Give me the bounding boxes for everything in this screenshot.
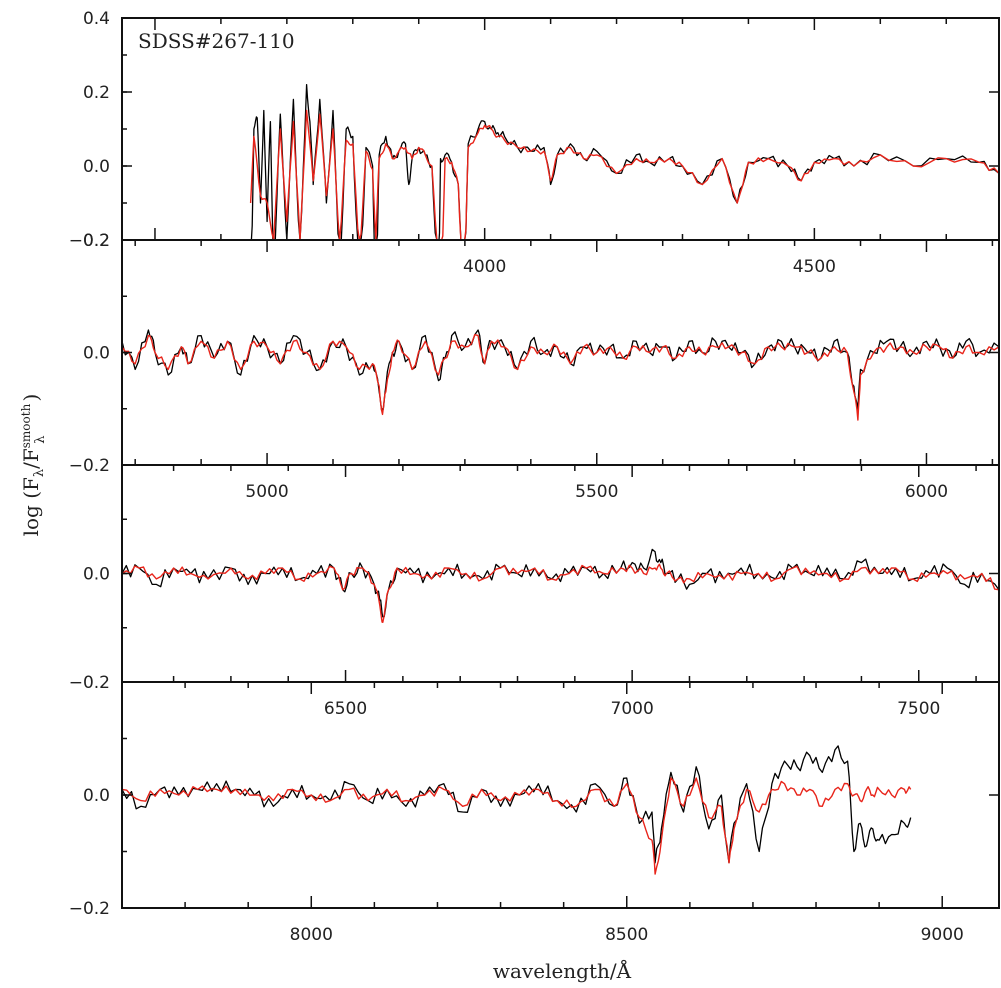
x-tick-label: 4500 (793, 257, 836, 277)
x-tick-label: 9000 (921, 925, 964, 945)
panels-group: 0.4 0.2 0.0 −0.2 4000 4500 0.2 0.0 −0.2 5000 5500 6… (69, 9, 1000, 945)
panel-series-group (122, 548, 999, 623)
panel-2: 0.2 0.0 −0.2 5000 5500 6000 (69, 231, 1000, 502)
spectrum-line-observed (250, 83, 999, 240)
y-tick-label: 0.2 (83, 231, 110, 251)
y-tick-label: 0.4 (83, 9, 110, 29)
y-axis-title-sub2: λ (33, 435, 48, 443)
y-tick-label: 0.0 (83, 565, 110, 585)
x-tick-label: 5000 (245, 482, 288, 502)
y-tick-label: −0.2 (69, 673, 110, 693)
spectrum-line-model (249, 109, 999, 240)
y-axis-title-ratio: /F (19, 448, 43, 469)
spectrum-line-model (122, 333, 999, 421)
x-tick-label: 7500 (897, 699, 940, 719)
panel-4: 0.0 −0.2 8000 8500 9000 (69, 681, 1000, 945)
x-tick-label: 8500 (605, 925, 648, 945)
spectrum-line-model (122, 777, 912, 875)
y-axis-title-sup: smooth (19, 403, 33, 448)
x-tick-label: 8000 (290, 925, 333, 945)
spectrum-line-observed (122, 745, 912, 864)
y-tick-label: 0.0 (83, 786, 110, 806)
y-tick-label: −0.2 (69, 456, 110, 476)
y-axis-title-close: ) (19, 394, 43, 402)
y-axis-title-sub: λ (32, 469, 47, 477)
object-annotation: SDSS#267-110 (138, 29, 295, 53)
x-tick-label: 5500 (575, 482, 618, 502)
x-axis-title: wavelength/Å (493, 958, 632, 983)
y-tick-label: 0.2 (83, 83, 110, 103)
panel-series-group (249, 83, 999, 240)
y-tick-label: −0.2 (69, 899, 110, 919)
x-tick-label: 4000 (463, 257, 506, 277)
x-tick-label: 7000 (611, 699, 654, 719)
y-tick-label: 0.0 (83, 157, 110, 177)
x-tick-label: 6000 (905, 482, 948, 502)
spectrum-line-model (122, 563, 999, 623)
y-axis-title-start: log (F (19, 477, 43, 536)
spectrum-line-observed (122, 548, 999, 618)
panel-series-group (122, 745, 912, 875)
y-tick-label: −0.2 (69, 231, 110, 251)
panel-3: 0.0 −0.2 6500 7000 7500 (69, 464, 1000, 719)
y-tick-label: 0.0 (83, 344, 110, 364)
x-tick-label: 6500 (324, 699, 367, 719)
panel-frame (121, 239, 1000, 466)
panel-1: 0.4 0.2 0.0 −0.2 4000 4500 (69, 9, 1000, 277)
y-axis-title: log (Fλ/Fsmoothλ) (19, 394, 48, 537)
panel-series-group (122, 329, 999, 421)
